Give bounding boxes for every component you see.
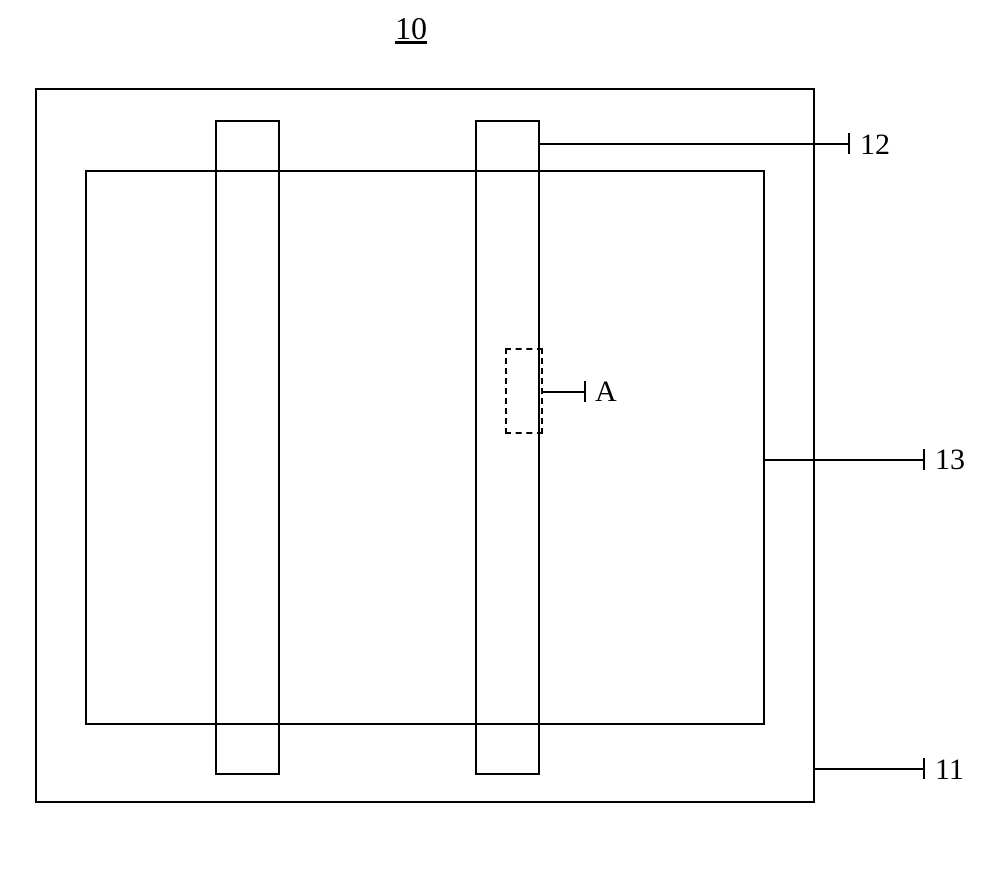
region-a-tick <box>584 381 586 402</box>
callout-11-tick <box>923 758 925 779</box>
technical-diagram: 10 A 12 13 11 <box>0 0 1000 882</box>
callout-12-line <box>540 143 850 145</box>
callout-13-label: 13 <box>935 443 965 477</box>
callout-13-tick <box>923 449 925 470</box>
callout-13-line <box>765 459 925 461</box>
figure-title: 10 <box>395 10 427 47</box>
callout-12-label: 12 <box>860 128 890 162</box>
vertical-bar-left <box>215 120 280 775</box>
region-a-label: A <box>595 375 617 409</box>
callout-12-tick <box>848 133 850 154</box>
region-a-lead-line <box>543 391 585 393</box>
inner-rectangle-13 <box>85 170 765 725</box>
callout-11-label: 11 <box>935 753 964 787</box>
vertical-bar-right-12 <box>475 120 540 775</box>
region-a-dashed-box <box>505 348 543 434</box>
callout-11-line <box>815 768 925 770</box>
